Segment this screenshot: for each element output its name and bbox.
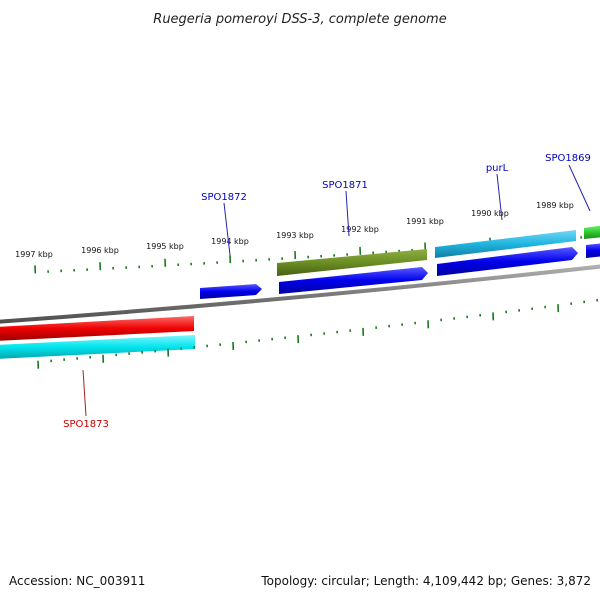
tick-label: 1991 kbp (406, 217, 444, 226)
feature-olive (277, 249, 427, 276)
tick-label: 1996 kbp (81, 246, 119, 255)
cds-spo1873 (0, 316, 194, 341)
feature-cyan (435, 230, 576, 258)
cds-purl (437, 247, 578, 276)
cds-spo1872 (200, 284, 262, 299)
leader-line-spo1873 (82, 369, 87, 417)
leader-line-spo1869 (568, 164, 591, 212)
gene-label-spo1869: SPO1869 (545, 153, 591, 164)
tick-label: 1989 kbp (536, 201, 574, 210)
tick-label: 1995 kbp (146, 242, 184, 251)
tick-label: 1994 kbp (211, 237, 249, 246)
feature-green (584, 225, 600, 239)
tick-label: 1997 kbp (15, 250, 53, 259)
genome-summary-text: Topology: circular; Length: 4,109,442 bp… (261, 574, 591, 588)
feature-aqua (0, 335, 195, 359)
cds-spo1869 (586, 243, 600, 258)
tick-label: 1992 kbp (341, 225, 379, 234)
leader-line-spo1871 (345, 190, 350, 237)
tick-labels: 1997 kbp 1996 kbp 1995 kbp 1994 kbp 1993… (15, 201, 574, 259)
map-title: Ruegeria pomeroyi DSS-3, complete genome (153, 12, 446, 27)
gene-label-purl: purL (486, 163, 509, 174)
gene-label-spo1873: SPO1873 (63, 419, 109, 430)
leader-line-spo1872 (223, 202, 231, 256)
tick-label: 1993 kbp (276, 231, 314, 240)
inner-tick-ring (37, 298, 599, 369)
leader-line-purl (496, 173, 503, 221)
cds-spo1871 (279, 267, 428, 294)
tick-label: 1990 kbp (471, 209, 509, 218)
accession-text: Accession: NC_003911 (9, 574, 146, 588)
gene-label-spo1872: SPO1872 (201, 192, 247, 203)
gene-label-spo1871: SPO1871 (322, 180, 368, 191)
genome-backbone (0, 264, 600, 324)
